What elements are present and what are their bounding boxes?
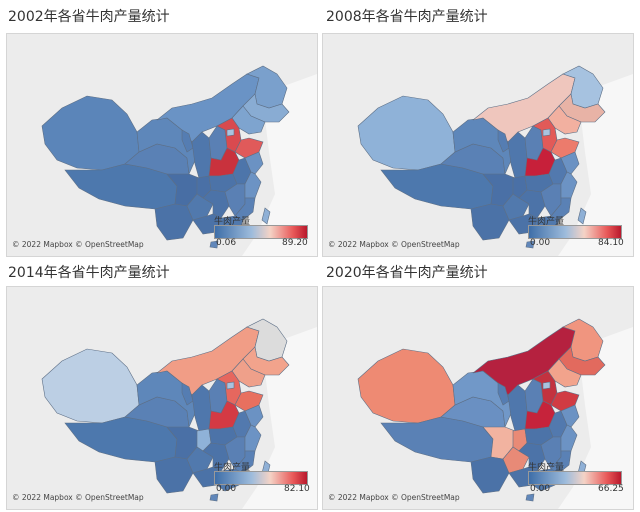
panel-title: 2014年各省牛肉产量统计 [8, 265, 170, 281]
legend-color-bar [214, 471, 308, 485]
legend-max: 82.10 [284, 484, 310, 494]
legend-title: 牛肉产量 [214, 217, 251, 227]
region-yunnan[interactable] [470, 203, 510, 241]
region-jiangsu[interactable] [560, 151, 580, 175]
region-hainan[interactable] [525, 240, 535, 249]
panel-title: 2008年各省牛肉产量统计 [326, 9, 488, 25]
map-canvas[interactable] [7, 287, 317, 509]
region-jiangsu[interactable] [244, 151, 264, 175]
legend-max: 89.20 [282, 238, 308, 248]
choropleth-map[interactable] [6, 286, 318, 510]
sea-area [558, 327, 633, 509]
legend-max: 66.25 [598, 484, 624, 494]
region-ningxia[interactable] [497, 382, 510, 406]
sea-area [242, 327, 317, 509]
map-canvas[interactable] [323, 34, 633, 256]
map-attribution: © 2022 Mapbox © OpenStreetMap [12, 493, 144, 502]
legend-title: 牛肉产量 [214, 463, 251, 473]
region-beijing[interactable] [226, 128, 235, 137]
region-hainan[interactable] [209, 240, 219, 249]
region-beijing[interactable] [226, 381, 235, 390]
legend-min: 0.00 [530, 484, 551, 494]
map-attribution: © 2022 Mapbox © OpenStreetMap [328, 493, 460, 502]
choropleth-map[interactable] [322, 286, 634, 510]
map-attribution: © 2022 Mapbox © OpenStreetMap [328, 240, 460, 249]
panel-title: 2002年各省牛肉产量统计 [8, 9, 170, 25]
legend-min: 0.00 [216, 484, 237, 494]
region-yunnan[interactable] [470, 456, 510, 494]
region-beijing[interactable] [542, 128, 551, 137]
sea-area [558, 74, 633, 256]
region-yunnan[interactable] [154, 456, 194, 494]
region-jiangsu[interactable] [244, 404, 264, 428]
region-ningxia[interactable] [181, 129, 194, 153]
map-attribution: © 2022 Mapbox © OpenStreetMap [12, 240, 144, 249]
legend-color-bar [214, 225, 308, 239]
sea-area [242, 74, 317, 256]
legend-title: 牛肉产量 [528, 217, 565, 227]
region-hainan[interactable] [525, 493, 535, 502]
legend-title: 牛肉产量 [528, 463, 565, 473]
map-canvas[interactable] [7, 34, 317, 256]
choropleth-map[interactable] [6, 33, 318, 257]
region-hainan[interactable] [209, 493, 219, 502]
region-taiwan[interactable] [261, 207, 271, 225]
choropleth-map[interactable] [322, 33, 634, 257]
legend-max: 84.10 [598, 238, 624, 248]
region-jiangsu[interactable] [560, 404, 580, 428]
legend-min: 0.00 [530, 238, 551, 248]
legend-min: 0.06 [216, 238, 237, 248]
legend-color-bar [528, 471, 622, 485]
region-ningxia[interactable] [181, 382, 194, 406]
region-taiwan[interactable] [577, 207, 587, 225]
region-yunnan[interactable] [154, 203, 194, 241]
legend-color-bar [528, 225, 622, 239]
region-ningxia[interactable] [497, 129, 510, 153]
panel-title: 2020年各省牛肉产量统计 [326, 265, 488, 281]
region-beijing[interactable] [542, 381, 551, 390]
